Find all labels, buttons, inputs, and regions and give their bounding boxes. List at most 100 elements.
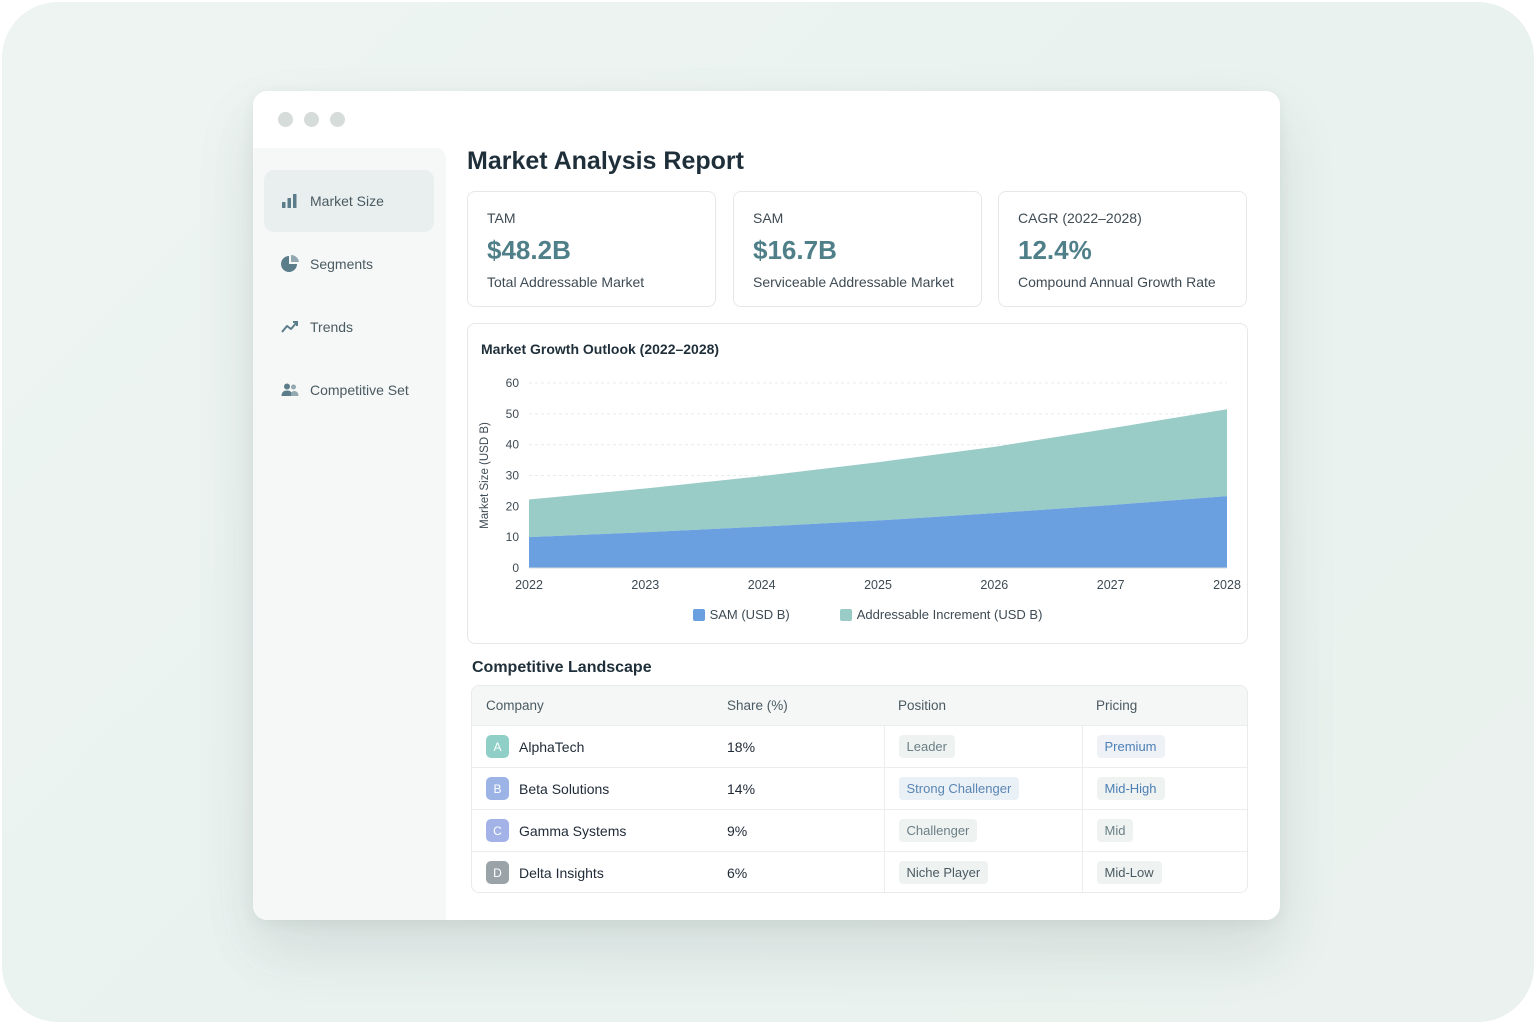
sidebar-item-label: Segments xyxy=(310,256,374,272)
x-tick-label: 2027 xyxy=(1097,578,1125,592)
bar-chart-icon xyxy=(280,191,300,211)
position-badge: Challenger xyxy=(898,819,978,842)
company-name: Gamma Systems xyxy=(519,822,627,839)
sidebar: Market Size Segments Trends xyxy=(253,148,446,920)
cell-position: Niche Player xyxy=(883,851,1082,892)
table-row[interactable]: A AlphaTech 18% Leader Premium xyxy=(472,725,1247,768)
pricing-badge: Mid xyxy=(1096,819,1134,842)
column-header-position[interactable]: Position xyxy=(884,686,1082,726)
minimize-dot[interactable] xyxy=(304,112,319,127)
competitive-table: Company Share (%) Position Pricing A Alph… xyxy=(471,685,1248,893)
cell-share: 18% xyxy=(713,725,884,768)
company-name: Beta Solutions xyxy=(519,780,610,797)
y-tick-label: 40 xyxy=(506,438,520,452)
chart-legend: SAM (USD B) Addressable Increment (USD B… xyxy=(468,607,1247,622)
company-name: Delta Insights xyxy=(519,864,604,881)
sidebar-item-label: Trends xyxy=(310,319,354,335)
y-axis-label: Market Size (USD B) xyxy=(479,422,491,529)
cell-pricing: Mid-High xyxy=(1081,767,1247,810)
legend-item-increment[interactable]: Addressable Increment (USD B) xyxy=(839,607,1043,622)
cell-share: 14% xyxy=(713,767,884,810)
x-tick-label: 2026 xyxy=(980,578,1008,592)
company-avatar: C xyxy=(486,819,509,842)
x-tick-label: 2028 xyxy=(1213,578,1241,592)
table-row[interactable]: B Beta Solutions 14% Strong Challenger Mid-H… xyxy=(472,767,1247,810)
cell-position: Strong Challenger xyxy=(883,767,1082,810)
sidebar-item-market-size[interactable]: Market Size xyxy=(264,170,434,232)
maximize-dot[interactable] xyxy=(330,112,345,127)
legend-label: SAM (USD B) xyxy=(709,607,790,622)
table-row[interactable]: D Delta Insights 6% Niche Player Mid-Low xyxy=(472,851,1247,892)
page-title: Market Analysis Report xyxy=(467,147,744,175)
sidebar-item-segments[interactable]: Segments xyxy=(264,233,434,295)
series-area-addressable-increment xyxy=(529,409,1227,538)
chart-title: Market Growth Outlook (2022–2028) xyxy=(481,341,720,357)
cell-company: D Delta Insights xyxy=(472,851,713,892)
y-tick-label: 50 xyxy=(506,407,520,421)
table-row[interactable]: C Gamma Systems 9% Challenger Mid xyxy=(472,809,1247,852)
sidebar-item-label: Market Size xyxy=(310,193,384,209)
kpi-description: Serviceable Addressable Market xyxy=(753,274,954,290)
column-header-pricing[interactable]: Pricing xyxy=(1082,686,1247,726)
x-tick-label: 2023 xyxy=(631,578,659,592)
x-tick-label: 2022 xyxy=(515,578,543,592)
sidebar-item-competitive-set[interactable]: Competitive Set xyxy=(264,359,434,421)
kpi-card-cagr: CAGR (2022–2028) 12.4% Compound Annual G… xyxy=(998,191,1247,307)
x-tick-label: 2024 xyxy=(748,578,776,592)
close-dot[interactable] xyxy=(278,112,293,127)
company-avatar: B xyxy=(486,777,509,800)
position-badge: Niche Player xyxy=(898,861,989,884)
pricing-badge: Premium xyxy=(1096,735,1165,758)
chart-card: 0 10 20 30 40 50 60 2022 2023 2024 2025 2026 2027 202… xyxy=(467,323,1248,644)
kpi-value: 12.4% xyxy=(1018,235,1092,265)
series-area-sam xyxy=(529,496,1227,568)
area-chart: 0 10 20 30 40 50 60 2022 2023 2024 2025 2026 2027 202… xyxy=(479,376,1241,592)
pie-chart-icon xyxy=(280,254,300,274)
kpi-card-sam: SAM $16.7B Serviceable Addressable Marke… xyxy=(733,191,982,307)
section-title-competitive: Competitive Landscape xyxy=(472,659,652,676)
legend-item-sam[interactable]: SAM (USD B) xyxy=(692,607,790,622)
cell-pricing: Mid xyxy=(1081,809,1247,852)
position-badge: Strong Challenger xyxy=(898,777,1020,800)
pricing-badge: Mid-Low xyxy=(1096,861,1162,884)
legend-swatch xyxy=(692,608,705,621)
kpi-label: CAGR (2022–2028) xyxy=(1018,210,1142,226)
column-header-company[interactable]: Company xyxy=(472,686,713,726)
company-avatar: A xyxy=(486,735,509,758)
y-tick-label: 30 xyxy=(506,469,520,483)
legend-swatch xyxy=(839,608,852,621)
table-header-row: Company Share (%) Position Pricing xyxy=(472,686,1247,726)
y-tick-label: 10 xyxy=(506,530,520,544)
cell-pricing: Mid-Low xyxy=(1081,851,1247,892)
y-tick-label: 0 xyxy=(512,561,519,575)
trend-up-icon xyxy=(280,317,300,337)
y-tick-label: 60 xyxy=(506,376,520,390)
cell-share: 6% xyxy=(713,851,884,892)
kpi-label: TAM xyxy=(487,210,516,226)
cell-position: Leader xyxy=(883,725,1082,768)
kpi-description: Compound Annual Growth Rate xyxy=(1018,274,1216,290)
x-tick-label: 2025 xyxy=(864,578,892,592)
cell-company: B Beta Solutions xyxy=(472,767,713,810)
pricing-badge: Mid-High xyxy=(1096,777,1165,800)
company-avatar: D xyxy=(486,861,509,884)
kpi-value: $48.2B xyxy=(487,235,571,265)
kpi-label: SAM xyxy=(753,210,784,226)
users-icon xyxy=(280,380,300,400)
kpi-value: $16.7B xyxy=(753,235,837,265)
y-tick-label: 20 xyxy=(506,499,520,513)
cell-position: Challenger xyxy=(883,809,1082,852)
sidebar-item-label: Competitive Set xyxy=(310,382,409,398)
cell-pricing: Premium xyxy=(1081,725,1247,768)
kpi-card-tam: TAM $48.2B Total Addressable Market xyxy=(467,191,716,307)
kpi-description: Total Addressable Market xyxy=(487,274,645,290)
sidebar-item-trends[interactable]: Trends xyxy=(264,296,434,358)
app-window: Market Size Segments Trends xyxy=(253,91,1280,920)
column-header-share[interactable]: Share (%) xyxy=(713,686,884,726)
position-badge: Leader xyxy=(898,735,955,758)
window-controls xyxy=(278,112,345,127)
company-name: AlphaTech xyxy=(519,738,585,755)
cell-share: 9% xyxy=(713,809,884,852)
legend-label: Addressable Increment (USD B) xyxy=(856,607,1043,622)
cell-company: C Gamma Systems xyxy=(472,809,713,852)
